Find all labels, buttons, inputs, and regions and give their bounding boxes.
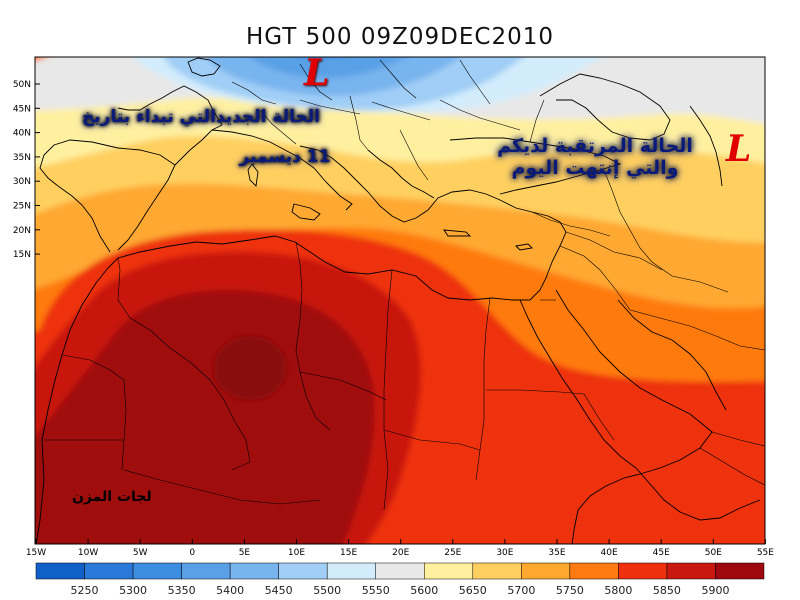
- colorbar-label: 5800: [604, 584, 632, 597]
- longitude-tick-label: 10W: [78, 548, 98, 558]
- colorbar-swatch: [326, 562, 376, 580]
- colorbar-label: 5450: [265, 584, 293, 597]
- colorbar-swatch: [472, 562, 522, 580]
- colorbar-swatch: [35, 562, 85, 580]
- colorbar-label: 5850: [653, 584, 681, 597]
- colorbar-swatch: [375, 562, 425, 580]
- longitude-tick-label: 0: [189, 548, 195, 558]
- colorbar-label: 5500: [313, 584, 341, 597]
- map-title: HGT 500 09Z09DEC2010: [246, 24, 554, 50]
- longitude-tick-label: 20E: [392, 548, 409, 558]
- longitude-tick-label: 5W: [133, 548, 148, 558]
- colorbar-label: 5750: [556, 584, 584, 597]
- annotation-expected-line2: والتي إنتهت اليوم: [511, 156, 679, 179]
- longitude-tick-label: 50E: [705, 548, 722, 558]
- colorbar-swatch: [715, 562, 765, 580]
- coastlines: [35, 57, 761, 544]
- longitude-axis: 15W 10W 5W 0 5E 10E 15E 20E 25E 30E 35E 40E 45E 50E 55…: [26, 539, 774, 558]
- longitude-tick-label: 5E: [239, 548, 251, 558]
- annotation-new-system-date: 11 ديسمبر: [239, 147, 331, 167]
- latitude-axis: 50N 45N 40N 35N 30N 25N 20N 15N: [13, 80, 40, 260]
- colorbar-swatch: [229, 562, 279, 580]
- colorbar-label: 5600: [410, 584, 438, 597]
- low-pressure-symbol-east: L: [726, 128, 752, 170]
- colorbar-swatch: [278, 562, 328, 580]
- longitude-tick-label: 30E: [496, 548, 513, 558]
- colorbar-label: 5700: [507, 584, 535, 597]
- map-frame: [34, 56, 766, 545]
- colorbar-label: 5250: [71, 584, 99, 597]
- latitude-tick-label: 35N: [13, 153, 31, 163]
- colorbar-label: 5900: [701, 584, 729, 597]
- low-pressure-symbol-north: L: [304, 52, 330, 94]
- latitude-tick-label: 45N: [13, 104, 31, 114]
- watermark-signature: لجات المزن: [72, 489, 152, 505]
- longitude-tick-label: 25E: [444, 548, 461, 558]
- colorbar-label: 5300: [119, 584, 147, 597]
- latitude-tick-label: 25N: [13, 202, 31, 212]
- colorbar-swatch: [424, 562, 474, 580]
- colorbar-swatch: [618, 562, 668, 580]
- longitude-tick-label: 55E: [757, 548, 774, 558]
- colorbar-label: 5550: [362, 584, 390, 597]
- colorbar-label: 5400: [216, 584, 244, 597]
- colorbar-swatch: [569, 562, 619, 580]
- latitude-tick-label: 50N: [13, 80, 31, 90]
- colorbar-swatch: [666, 562, 716, 580]
- colorbar-label: 5350: [168, 584, 196, 597]
- colorbar-label: 5650: [459, 584, 487, 597]
- latitude-tick-label: 15N: [13, 250, 31, 260]
- colorbar-swatch: [84, 562, 134, 580]
- longitude-tick-label: 40E: [601, 548, 618, 558]
- latitude-tick-label: 40N: [13, 129, 31, 139]
- annotation-expected-line1: الحالة المرتقبة لديكم: [497, 135, 693, 157]
- country-borders: [44, 59, 765, 511]
- colorbar-swatch: [132, 562, 182, 580]
- longitude-tick-label: 15E: [340, 548, 357, 558]
- longitude-tick-label: 15W: [26, 548, 46, 558]
- colorbar-swatch: [521, 562, 571, 580]
- annotation-new-system: الحالة الجديدالتي تبداء بتاريخ: [82, 107, 320, 127]
- longitude-tick-label: 35E: [548, 548, 565, 558]
- latitude-tick-label: 20N: [13, 226, 31, 236]
- longitude-tick-label: 10E: [288, 548, 305, 558]
- colorbar: 5250 5300 5350 5400 5450 5500 5550 5600 5650 5700…: [35, 562, 765, 597]
- latitude-tick-label: 30N: [13, 177, 31, 187]
- annotation-expected-system: الحالة المرتقبة لديكم والتي إنتهت اليوم: [452, 135, 738, 180]
- colorbar-swatch: [181, 562, 231, 580]
- longitude-tick-label: 45E: [653, 548, 670, 558]
